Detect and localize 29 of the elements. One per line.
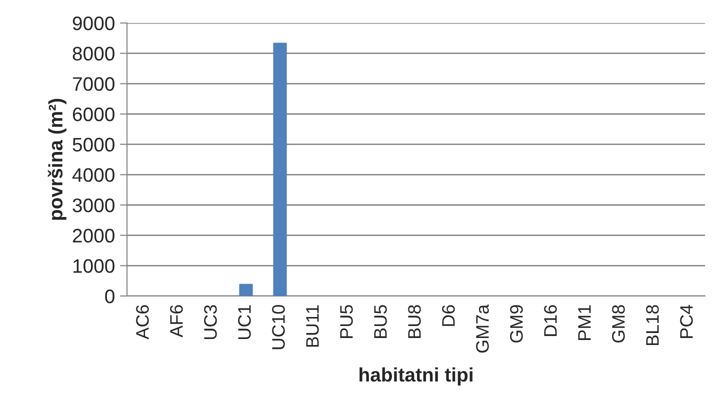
x-tick-label: GM9 — [510, 305, 523, 343]
x-tick-label: UC1 — [238, 305, 251, 340]
y-tick-label: 9000 — [72, 16, 114, 30]
x-tick-label: BU11 — [306, 305, 319, 347]
y-tick-label: 2000 — [72, 228, 114, 243]
x-tick-label: BU8 — [408, 305, 421, 338]
x-tick-label: D6 — [442, 305, 455, 326]
x-tick-label: BU5 — [374, 305, 387, 338]
y-tick-label: 3000 — [72, 198, 114, 212]
y-tick-label: 6000 — [72, 107, 114, 122]
x-axis-title: habitatni tipi — [360, 367, 472, 386]
x-tick-label: AC6 — [136, 305, 149, 340]
x-tick-label: D16 — [544, 305, 557, 336]
x-tick-label: PC4 — [680, 304, 693, 338]
x-tick-label: GM8 — [612, 305, 625, 343]
x-tick-label: PM1 — [578, 305, 591, 340]
y-tick-label: 4000 — [72, 168, 114, 182]
y-tick-label: 1000 — [73, 259, 114, 273]
y-tick-label: 7000 — [72, 77, 114, 91]
x-tick-label: AF6 — [170, 305, 183, 338]
x-tick-label: GM7a — [476, 304, 489, 353]
y-tick-label: 0 — [105, 289, 114, 304]
y-tick-label: 8000 — [72, 46, 114, 61]
x-tick-label: BL18 — [646, 305, 659, 346]
x-tick-label: PU5 — [340, 305, 353, 338]
y-axis-title: površina (m²) — [48, 98, 66, 220]
y-tick-label: 5000 — [72, 138, 114, 152]
x-tick-label: UC3 — [204, 305, 217, 340]
x-tick-label: UC10 — [272, 305, 285, 350]
